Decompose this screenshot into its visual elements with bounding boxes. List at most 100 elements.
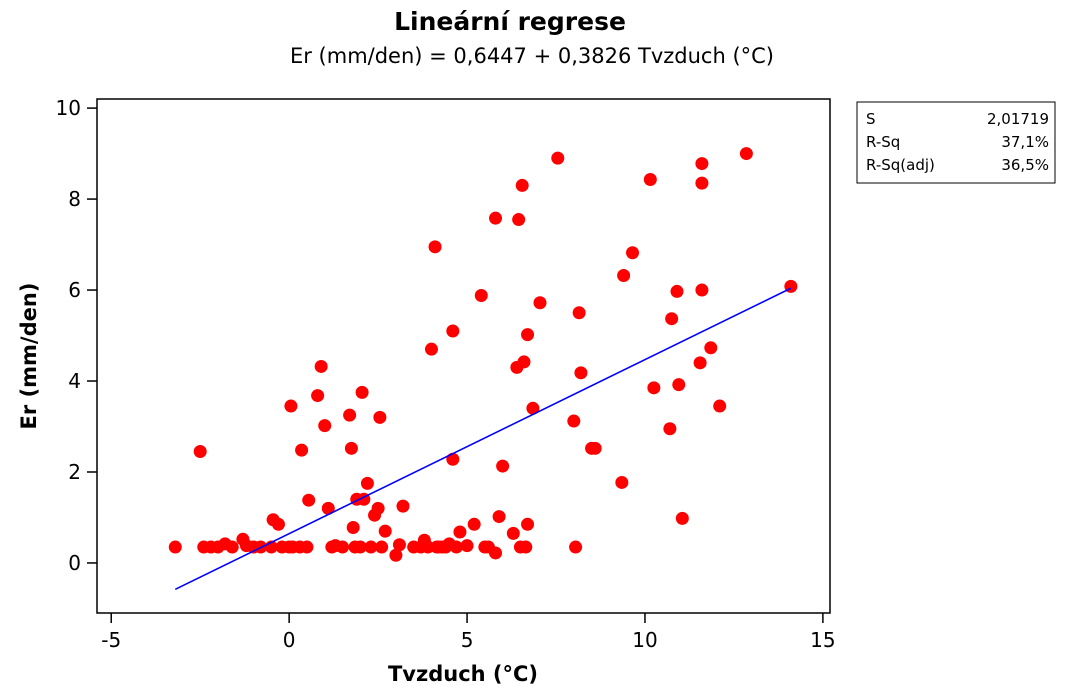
data-point — [574, 366, 588, 380]
y-tick-label: 4 — [68, 369, 81, 393]
data-point — [713, 399, 727, 413]
data-point — [421, 540, 435, 554]
data-point — [670, 284, 684, 298]
data-point — [378, 524, 392, 538]
x-tick-label: 15 — [810, 628, 835, 652]
data-point — [343, 408, 357, 422]
regression-line — [174, 287, 792, 591]
data-point — [424, 342, 438, 356]
stat-label: R-Sq — [866, 133, 900, 151]
data-point — [506, 526, 520, 540]
data-point — [314, 359, 328, 373]
stats-table: S 2,01719 R-Sq 37,1% R-Sq(adj) 36,5% — [856, 101, 1056, 184]
data-point — [665, 312, 679, 326]
data-point — [321, 501, 335, 515]
data-point — [489, 211, 503, 225]
stat-value: 36,5% — [1001, 156, 1049, 174]
data-point — [526, 401, 540, 415]
chart-title: Lineární regrese — [394, 7, 626, 36]
y-tick-label: 0 — [68, 551, 81, 575]
data-point — [551, 151, 565, 165]
stat-value: 2,01719 — [987, 110, 1049, 128]
data-point — [492, 510, 506, 524]
data-point — [474, 289, 488, 303]
data-point — [396, 499, 410, 513]
x-tick-label: -5 — [101, 628, 121, 652]
data-point — [364, 540, 378, 554]
data-point — [695, 283, 709, 297]
data-point — [693, 356, 707, 370]
data-point — [336, 540, 350, 554]
data-point — [373, 410, 387, 424]
x-tick-label: 5 — [461, 628, 474, 652]
data-point — [588, 441, 602, 455]
data-point — [704, 341, 718, 355]
data-point — [489, 546, 503, 560]
x-tick-label: 10 — [632, 628, 657, 652]
data-point — [672, 378, 686, 392]
data-point — [300, 540, 314, 554]
data-point — [360, 476, 374, 490]
data-point — [663, 422, 677, 436]
data-point — [193, 445, 207, 459]
data-point — [353, 540, 367, 554]
y-tick-label: 6 — [68, 278, 81, 302]
data-point — [572, 306, 586, 320]
chart-subtitle: Er (mm/den) = 0,6447 + 0,3826 Tvzduch (°… — [290, 44, 774, 68]
data-point — [460, 539, 474, 553]
data-point — [533, 296, 547, 310]
y-tick-label: 8 — [68, 187, 81, 211]
data-point — [569, 540, 583, 554]
data-point — [346, 520, 360, 534]
data-point — [302, 493, 316, 507]
data-point — [392, 538, 406, 552]
data-point — [517, 355, 531, 369]
data-point — [512, 213, 526, 227]
data-point — [389, 548, 403, 562]
x-axis-label: Tvzduch (°C) — [388, 662, 538, 686]
data-point — [284, 399, 298, 413]
data-point — [295, 443, 309, 457]
data-point — [467, 517, 481, 531]
data-point — [515, 178, 529, 192]
data-points — [168, 147, 798, 562]
data-point — [355, 385, 369, 399]
data-point — [375, 540, 389, 554]
data-point — [695, 157, 709, 171]
data-point — [453, 525, 467, 539]
data-point — [521, 328, 535, 342]
stat-label: S — [866, 110, 876, 128]
data-point — [626, 246, 640, 260]
data-point — [271, 517, 285, 531]
data-point — [428, 240, 442, 254]
data-point — [168, 540, 182, 554]
data-point — [449, 540, 463, 554]
data-point — [643, 173, 657, 187]
data-point — [647, 381, 661, 395]
stats-box — [856, 101, 1056, 184]
data-point — [311, 389, 325, 403]
data-point — [371, 501, 385, 515]
data-point — [446, 324, 460, 338]
stat-value: 37,1% — [1001, 133, 1049, 151]
y-tick-label: 10 — [56, 96, 81, 120]
y-axis: 0 2 4 6 8 10 — [56, 96, 97, 575]
x-tick-label: 0 — [283, 628, 296, 652]
data-point — [496, 459, 510, 473]
data-point — [446, 452, 460, 466]
data-point — [615, 475, 629, 489]
data-point — [521, 517, 535, 531]
data-point — [739, 147, 753, 161]
data-point — [318, 419, 332, 433]
data-point — [519, 540, 533, 554]
data-point — [225, 540, 239, 554]
stat-label: R-Sq(adj) — [866, 156, 935, 174]
data-point — [617, 268, 631, 282]
data-point — [695, 176, 709, 190]
y-axis-label: Er (mm/den) — [17, 283, 41, 430]
data-point — [675, 511, 689, 525]
data-point — [344, 441, 358, 455]
x-axis: -5 0 5 10 15 — [101, 613, 836, 652]
data-point — [567, 414, 581, 428]
